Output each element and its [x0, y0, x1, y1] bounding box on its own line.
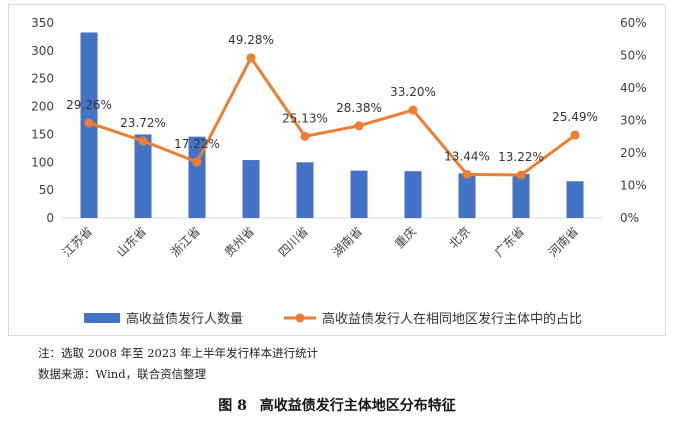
data-source: 数据来源：Wind，联合资信整理: [38, 367, 207, 381]
share-point-10: [570, 130, 580, 140]
share-line: [88, 56, 576, 177]
bar-5: [296, 162, 314, 218]
category-label: 江苏省: [60, 224, 95, 259]
y-right-tick-label: 50%: [620, 49, 647, 63]
share-data-label: 17.22%: [174, 137, 220, 151]
category-label: 浙江省: [168, 224, 203, 259]
y-left-tick-label: 200: [31, 100, 54, 114]
legend-line-marker: [295, 313, 305, 323]
share-point-4: [246, 53, 256, 63]
share-data-label: 13.44%: [444, 149, 490, 163]
y-right-tick-label: 0%: [620, 211, 639, 225]
bar-2: [134, 134, 152, 218]
share-data-label: 23.72%: [120, 116, 166, 130]
chart-frame: [8, 4, 666, 336]
category-label: 北京: [446, 224, 473, 251]
share-point-7: [408, 105, 418, 115]
figure-caption: 图 8 高收益债发行主体地区分布特征: [0, 395, 674, 415]
y-left-tick-label: 0: [46, 211, 54, 225]
chart-note: 注：选取 2008 年至 2023 年上半年发行样本进行统计: [38, 346, 319, 360]
bar-6: [350, 170, 368, 218]
category-label: 四川省: [276, 224, 311, 259]
bar-8: [458, 173, 476, 218]
share-point-2: [138, 136, 148, 146]
bar-7: [404, 171, 422, 218]
category-label: 湖南省: [329, 224, 365, 260]
category-label: 贵州省: [222, 224, 257, 259]
legend-line-label: 高收益债发行人在相同地区发行主体中的占比: [322, 311, 582, 327]
share-data-label: 25.49%: [552, 110, 598, 124]
figure-number: 图 8: [218, 398, 247, 414]
chart: 0 50 100 150 200 250 300 350 0% 10% 20% 30% 40% 50% 60…: [31, 16, 647, 327]
share-data-label: 28.38%: [336, 101, 382, 115]
y-left-tick-label: 250: [31, 72, 54, 86]
share-data-label: 13.22%: [498, 150, 544, 164]
y-left-tick-label: 350: [31, 16, 54, 30]
bar-10: [566, 181, 584, 218]
category-label: 重庆: [392, 224, 419, 251]
category-label: 广东省: [492, 224, 527, 259]
y-left-tick-label: 300: [31, 44, 54, 58]
share-point-6: [354, 121, 364, 131]
y-right-tick-label: 20%: [620, 146, 647, 160]
y-right-tick-label: 30%: [620, 114, 647, 128]
legend-bar-swatch: [84, 313, 120, 323]
legend-bar-label: 高收益债发行人数量: [126, 311, 243, 327]
y-right-tick-label: 10%: [620, 179, 647, 193]
share-data-label: 25.13%: [282, 111, 328, 125]
y-left-tick-label: 100: [31, 155, 54, 169]
share-point-9: [516, 170, 526, 180]
y-left-tick-label: 150: [31, 127, 54, 141]
y-right-tick-label: 60%: [620, 16, 647, 30]
share-point-5: [300, 131, 310, 141]
share-data-label: 29.26%: [66, 98, 112, 112]
share-point-3: [192, 157, 202, 167]
share-data-label: 49.28%: [228, 33, 274, 47]
share-point-8: [462, 169, 472, 179]
category-label: 山东省: [114, 224, 149, 259]
y-right-tick-label: 40%: [620, 81, 647, 95]
share-data-label: 33.20%: [390, 85, 436, 99]
bar-4: [242, 160, 260, 218]
share-point-1: [84, 118, 94, 128]
figure-title: 高收益债发行主体地区分布特征: [259, 398, 456, 414]
y-left-tick-label: 50: [39, 183, 54, 197]
category-label: 河南省: [545, 224, 581, 260]
bar-9: [512, 173, 530, 218]
